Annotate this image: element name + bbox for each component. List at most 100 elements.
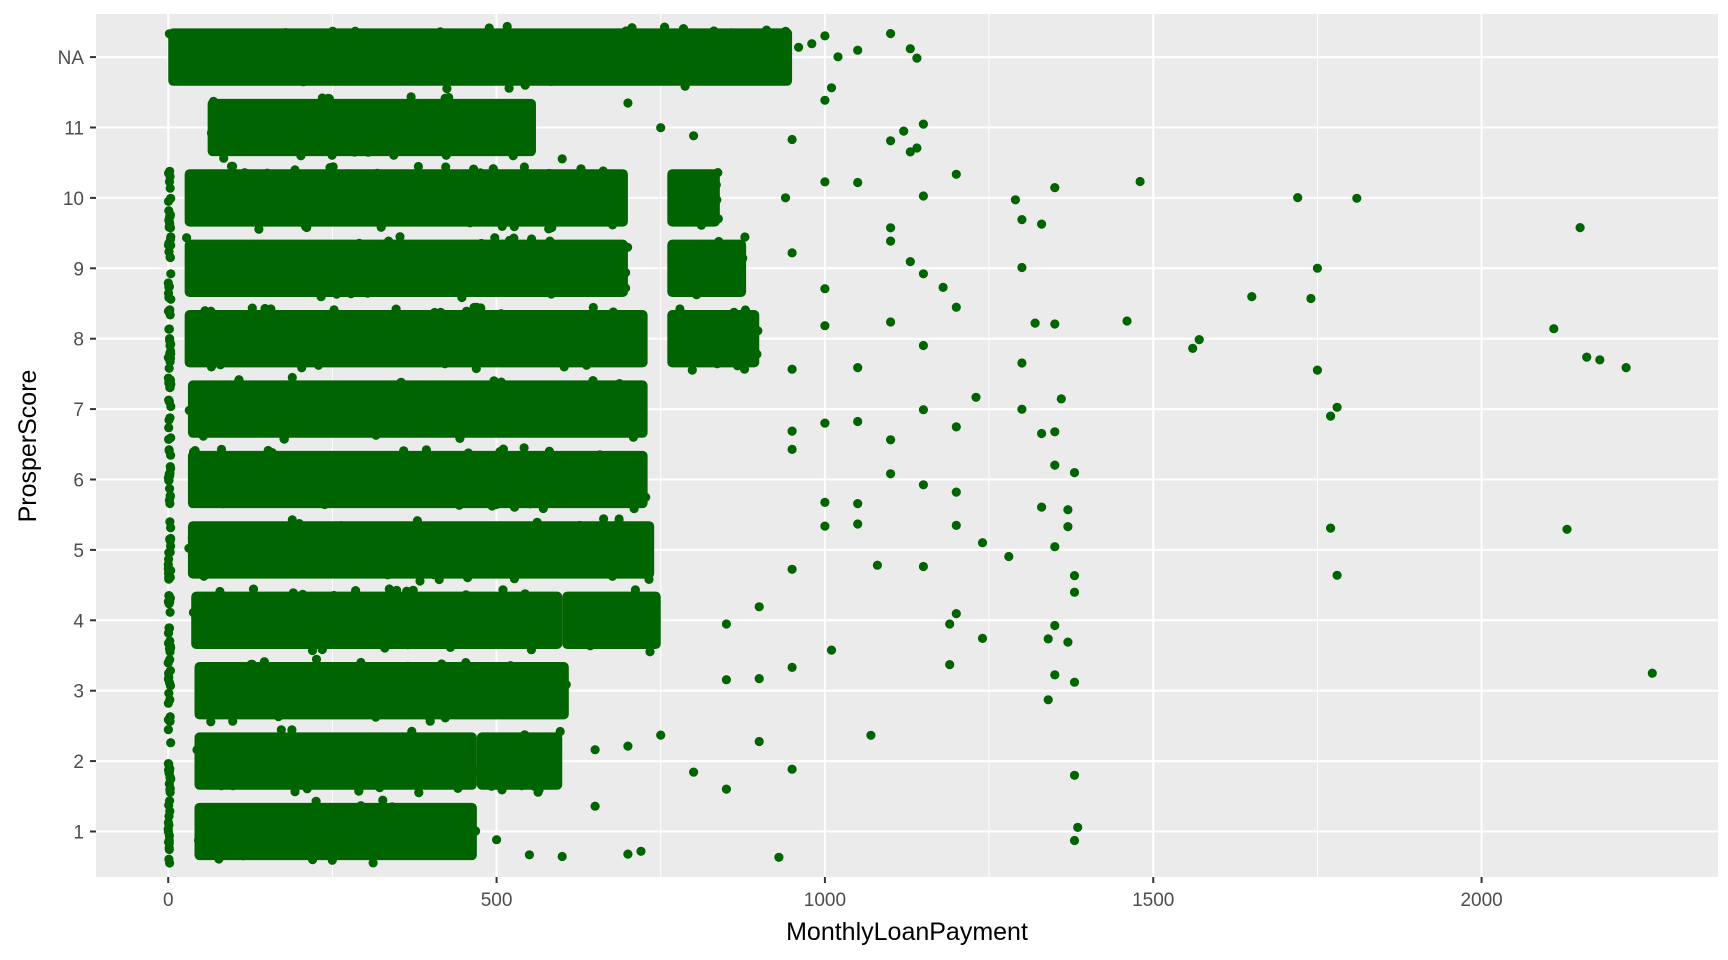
data-point (344, 709, 354, 719)
data-point (457, 35, 467, 45)
data-point (346, 289, 356, 299)
data-point (273, 712, 284, 722)
data-point (346, 37, 356, 47)
data-point (714, 236, 724, 247)
data-point (490, 233, 500, 243)
data-point (886, 223, 896, 233)
data-point (532, 282, 542, 292)
data-point (247, 303, 257, 313)
data-point (509, 233, 519, 243)
data-point (461, 306, 472, 316)
dense-point-band (187, 380, 648, 438)
data-point (197, 216, 207, 227)
data-point (1069, 770, 1080, 780)
data-point (689, 131, 699, 141)
data-point (230, 42, 240, 52)
data-point (288, 588, 298, 598)
data-point (1017, 404, 1027, 414)
data-point (404, 261, 414, 271)
data-point (218, 499, 228, 509)
data-point (246, 322, 256, 332)
data-point (503, 32, 513, 42)
data-point (201, 750, 212, 760)
data-point (872, 560, 883, 570)
data-point (544, 168, 554, 179)
data-point (484, 23, 494, 33)
data-point (613, 493, 623, 503)
data-point (196, 671, 206, 681)
data-point (368, 685, 379, 696)
data-point (700, 58, 711, 68)
data-point (421, 814, 431, 824)
data-point (441, 73, 451, 83)
data-point (690, 351, 700, 361)
data-point (394, 169, 404, 179)
data-point (1293, 193, 1303, 203)
data-point (594, 484, 604, 494)
data-point (380, 338, 390, 348)
data-point (479, 120, 489, 130)
data-point (529, 683, 539, 694)
data-point (1063, 637, 1073, 647)
data-point (468, 204, 478, 214)
data-point (269, 37, 279, 47)
data-point (423, 186, 433, 196)
data-point (513, 61, 523, 71)
data-point (372, 384, 382, 394)
data-point (352, 51, 362, 61)
data-point (326, 240, 336, 250)
data-point (740, 305, 751, 315)
data-point (820, 177, 830, 187)
data-point (324, 755, 334, 765)
data-point (886, 28, 896, 39)
data-point (423, 64, 433, 74)
data-point (721, 784, 732, 794)
data-point (230, 217, 240, 227)
data-point (269, 845, 279, 855)
data-point (399, 545, 409, 555)
data-point (457, 248, 467, 258)
data-point (302, 563, 312, 573)
data-point (276, 725, 286, 735)
data-point (317, 644, 327, 655)
data-point (262, 487, 272, 497)
data-point (163, 564, 173, 574)
data-point (606, 34, 617, 44)
data-point (704, 252, 715, 263)
data-point (425, 274, 435, 284)
data-point (387, 536, 397, 546)
data-point (977, 538, 988, 548)
data-point (635, 559, 645, 569)
data-point (721, 675, 732, 685)
data-point (595, 450, 605, 460)
data-point (656, 730, 666, 740)
data-point (166, 523, 176, 533)
data-point (371, 712, 381, 722)
data-point (465, 218, 475, 228)
data-point (487, 255, 498, 265)
data-point (307, 276, 317, 286)
data-point (689, 767, 699, 777)
data-point (449, 850, 459, 860)
data-point (262, 66, 272, 76)
data-point (1017, 215, 1027, 225)
data-point (317, 490, 327, 500)
data-point (378, 795, 388, 805)
data-point (164, 548, 174, 558)
data-point (380, 643, 390, 653)
data-point (248, 845, 259, 855)
data-point (464, 468, 474, 478)
data-point (592, 559, 602, 570)
data-point (513, 343, 524, 354)
data-point (376, 222, 386, 232)
data-point (1043, 695, 1053, 705)
data-point (422, 398, 432, 408)
data-point (287, 246, 297, 256)
data-point (358, 109, 369, 120)
data-point (306, 51, 317, 61)
data-point (683, 246, 693, 256)
data-point (317, 846, 328, 856)
data-point (236, 407, 246, 417)
data-point (614, 379, 625, 389)
data-point (166, 643, 176, 653)
